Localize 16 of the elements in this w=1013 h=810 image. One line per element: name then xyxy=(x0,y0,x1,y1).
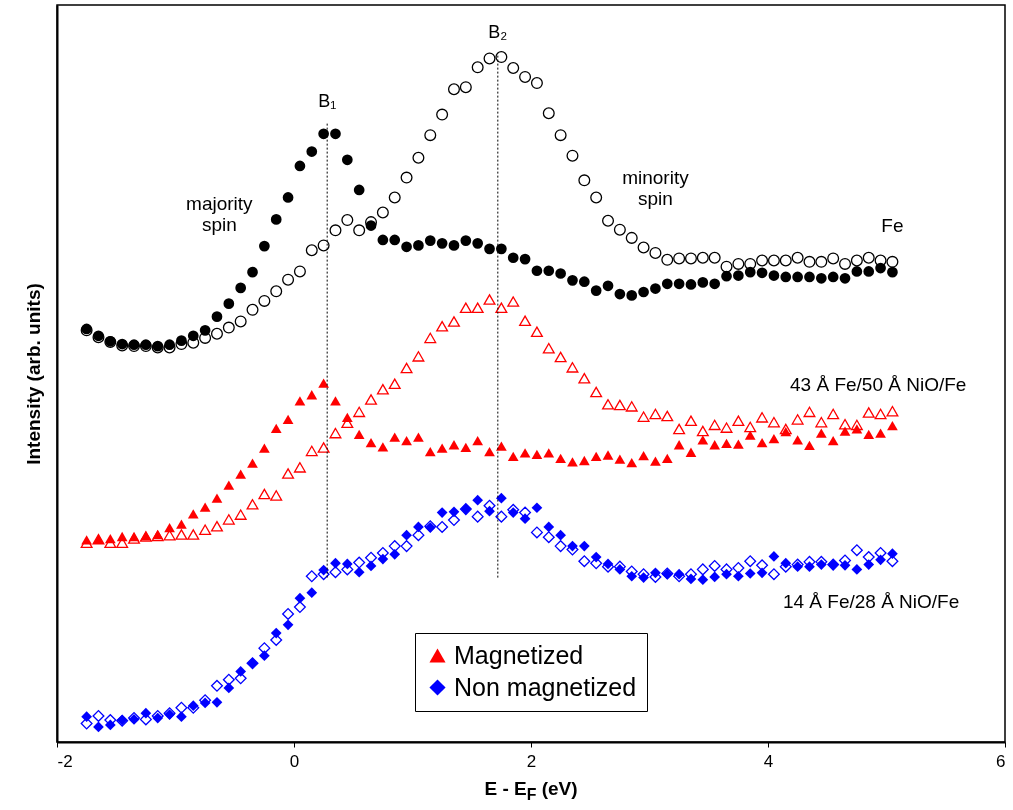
x-tick-label: 2 xyxy=(526,751,537,771)
x-axis-title: E - E$_{F}$ (eV) xyxy=(483,778,579,804)
legend-label: Non magnetized xyxy=(454,672,637,701)
x-tick-label: 4 xyxy=(763,751,774,771)
x-tick-label: -2 xyxy=(57,751,73,771)
y-axis-title: Intensity (arb. units) xyxy=(22,283,44,465)
x-tick-label: 6 xyxy=(996,751,1006,771)
annotation: minority spin xyxy=(622,167,690,210)
annotation: majority spin xyxy=(186,192,254,235)
x-tick-label: 0 xyxy=(289,751,300,771)
ref-line-label: B₂ xyxy=(488,22,508,43)
annotation: Fe xyxy=(881,215,904,237)
ref-line-label: B₁ xyxy=(318,90,337,111)
legend-label: Magnetized xyxy=(454,640,584,669)
annotation: 43 Å Fe/50 Å NiO/Fe xyxy=(790,374,967,396)
annotation: 14 Å Fe/28 Å NiO/Fe xyxy=(782,591,960,613)
